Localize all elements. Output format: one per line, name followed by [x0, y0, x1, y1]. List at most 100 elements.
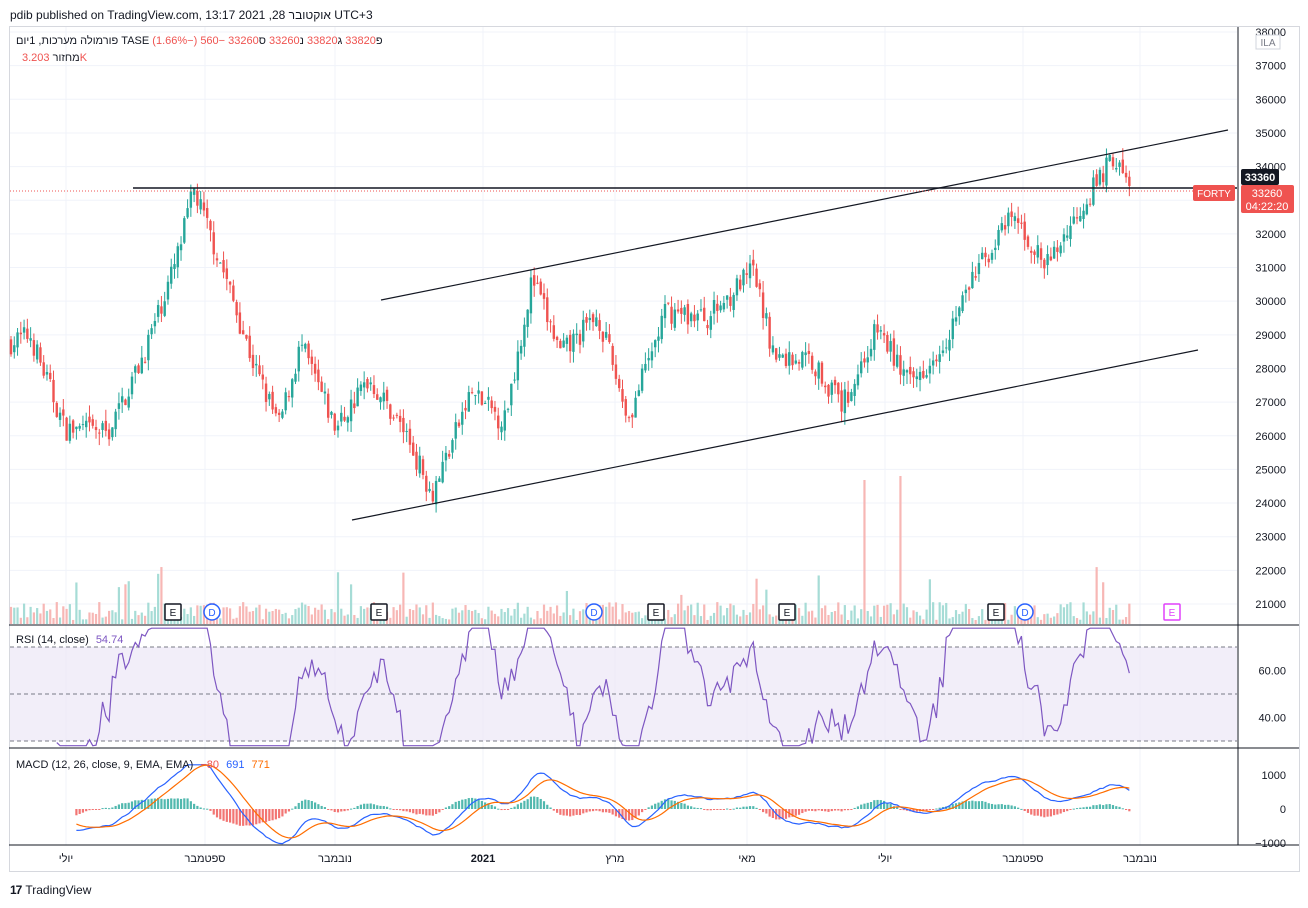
volume-bar [55, 602, 58, 624]
macd-histogram-bar [327, 809, 330, 810]
volume-bar [938, 602, 941, 624]
volume-value: 3.203K [22, 52, 88, 64]
candle-body [52, 379, 55, 403]
macd-histogram-bar [676, 801, 680, 809]
rsi-label: RSI (14, close) [16, 634, 89, 646]
candle-body [562, 340, 565, 348]
macd-histogram-bar [278, 809, 281, 819]
hline-price-label: 33360 [1245, 172, 1276, 184]
volume-bar [1102, 582, 1105, 624]
macd-histogram-bar [1053, 809, 1056, 816]
volume-group [9, 476, 1131, 624]
volume-bar [477, 613, 480, 624]
volume-bar [1098, 617, 1102, 624]
candle-body [683, 307, 686, 315]
macd-histogram-bar [948, 805, 951, 809]
macd-histogram-bar [382, 806, 385, 809]
candle-body [94, 427, 98, 431]
candle-body [928, 365, 932, 374]
volume-bar [22, 603, 26, 624]
candle-body [434, 480, 438, 505]
candle-body [91, 419, 94, 426]
candle-body [179, 244, 183, 251]
candle-body [657, 336, 660, 341]
candle-body [568, 334, 572, 352]
candle-body [16, 332, 19, 348]
macd-histogram-bar [477, 799, 480, 809]
candle-body [474, 395, 477, 397]
candle-body [1049, 256, 1053, 261]
symbol-tag-label: FORTY [1197, 189, 1231, 200]
volume-bar [712, 612, 716, 624]
volume-bar [245, 606, 248, 624]
time-tick-label: מאי [738, 853, 755, 865]
candle-body [274, 407, 278, 414]
candle-body [909, 366, 912, 375]
volume-bar [974, 619, 977, 624]
volume-bar [294, 609, 297, 624]
candle-body [477, 390, 480, 394]
macd-histogram-bar [784, 809, 788, 819]
macd-histogram-bar [533, 796, 536, 809]
candle-body [719, 305, 722, 311]
volume-bar [395, 610, 398, 624]
candle-body [150, 328, 153, 335]
macd-histogram-bar [173, 798, 176, 809]
candle-body [980, 252, 984, 260]
candle-body [611, 345, 614, 365]
candle-body [915, 376, 918, 380]
candle-body [533, 275, 536, 286]
volume-bar [817, 575, 820, 624]
candle-body [1056, 247, 1059, 252]
volume-bar [516, 602, 519, 624]
macd-histogram-bar [441, 809, 444, 810]
candle-body [356, 387, 359, 407]
candle-body [768, 316, 771, 349]
candle-body [55, 402, 58, 417]
volume-bar [503, 612, 506, 624]
macd-histogram-bar [820, 809, 824, 811]
volume-bar [605, 606, 608, 624]
volume-bar [961, 611, 964, 624]
candle-body [418, 455, 421, 474]
macd-histogram-bar [490, 804, 493, 809]
macd-histogram-bar [1089, 806, 1092, 809]
candle-body [624, 399, 627, 416]
macd-histogram-bar [1118, 806, 1121, 809]
volume-bar [418, 607, 421, 624]
candle-body [506, 408, 510, 410]
macd-histogram-bar [699, 808, 703, 810]
macd-histogram-bar [693, 807, 696, 809]
earnings-marker-label: E [993, 608, 1000, 619]
macd-histogram-bar [873, 800, 876, 809]
macd-histogram-bar [598, 809, 601, 812]
candle-body [892, 338, 896, 366]
macd-histogram-bar [565, 809, 568, 816]
volume-bar [843, 605, 846, 624]
candle-body [1020, 222, 1023, 224]
macd-histogram-bar [549, 807, 552, 809]
macd-histogram-bar [255, 809, 258, 825]
macd-histogram-bar [248, 809, 251, 826]
candle-body [35, 344, 39, 360]
macd-histogram-bar [1082, 807, 1085, 809]
macd-histogram-bar [703, 809, 706, 810]
macd-histogram-bar [111, 807, 114, 809]
macd-histogram-bar [399, 809, 402, 811]
macd-histogram-bar [108, 808, 111, 810]
candle-body [192, 188, 196, 195]
volume-bar [896, 609, 899, 624]
candle-body [706, 324, 709, 329]
candle-body [170, 266, 173, 284]
candle-body [346, 417, 350, 423]
volume-bar [683, 610, 686, 624]
volume-bar [797, 608, 801, 624]
macd-tick-label: −1000 [1255, 838, 1286, 850]
candle-body [552, 325, 556, 339]
macd-histogram-bar [369, 803, 372, 809]
macd-histogram-bar [886, 802, 889, 809]
candle-body [703, 307, 706, 322]
macd-histogram-bar [869, 802, 873, 809]
volume-bar [228, 608, 232, 624]
